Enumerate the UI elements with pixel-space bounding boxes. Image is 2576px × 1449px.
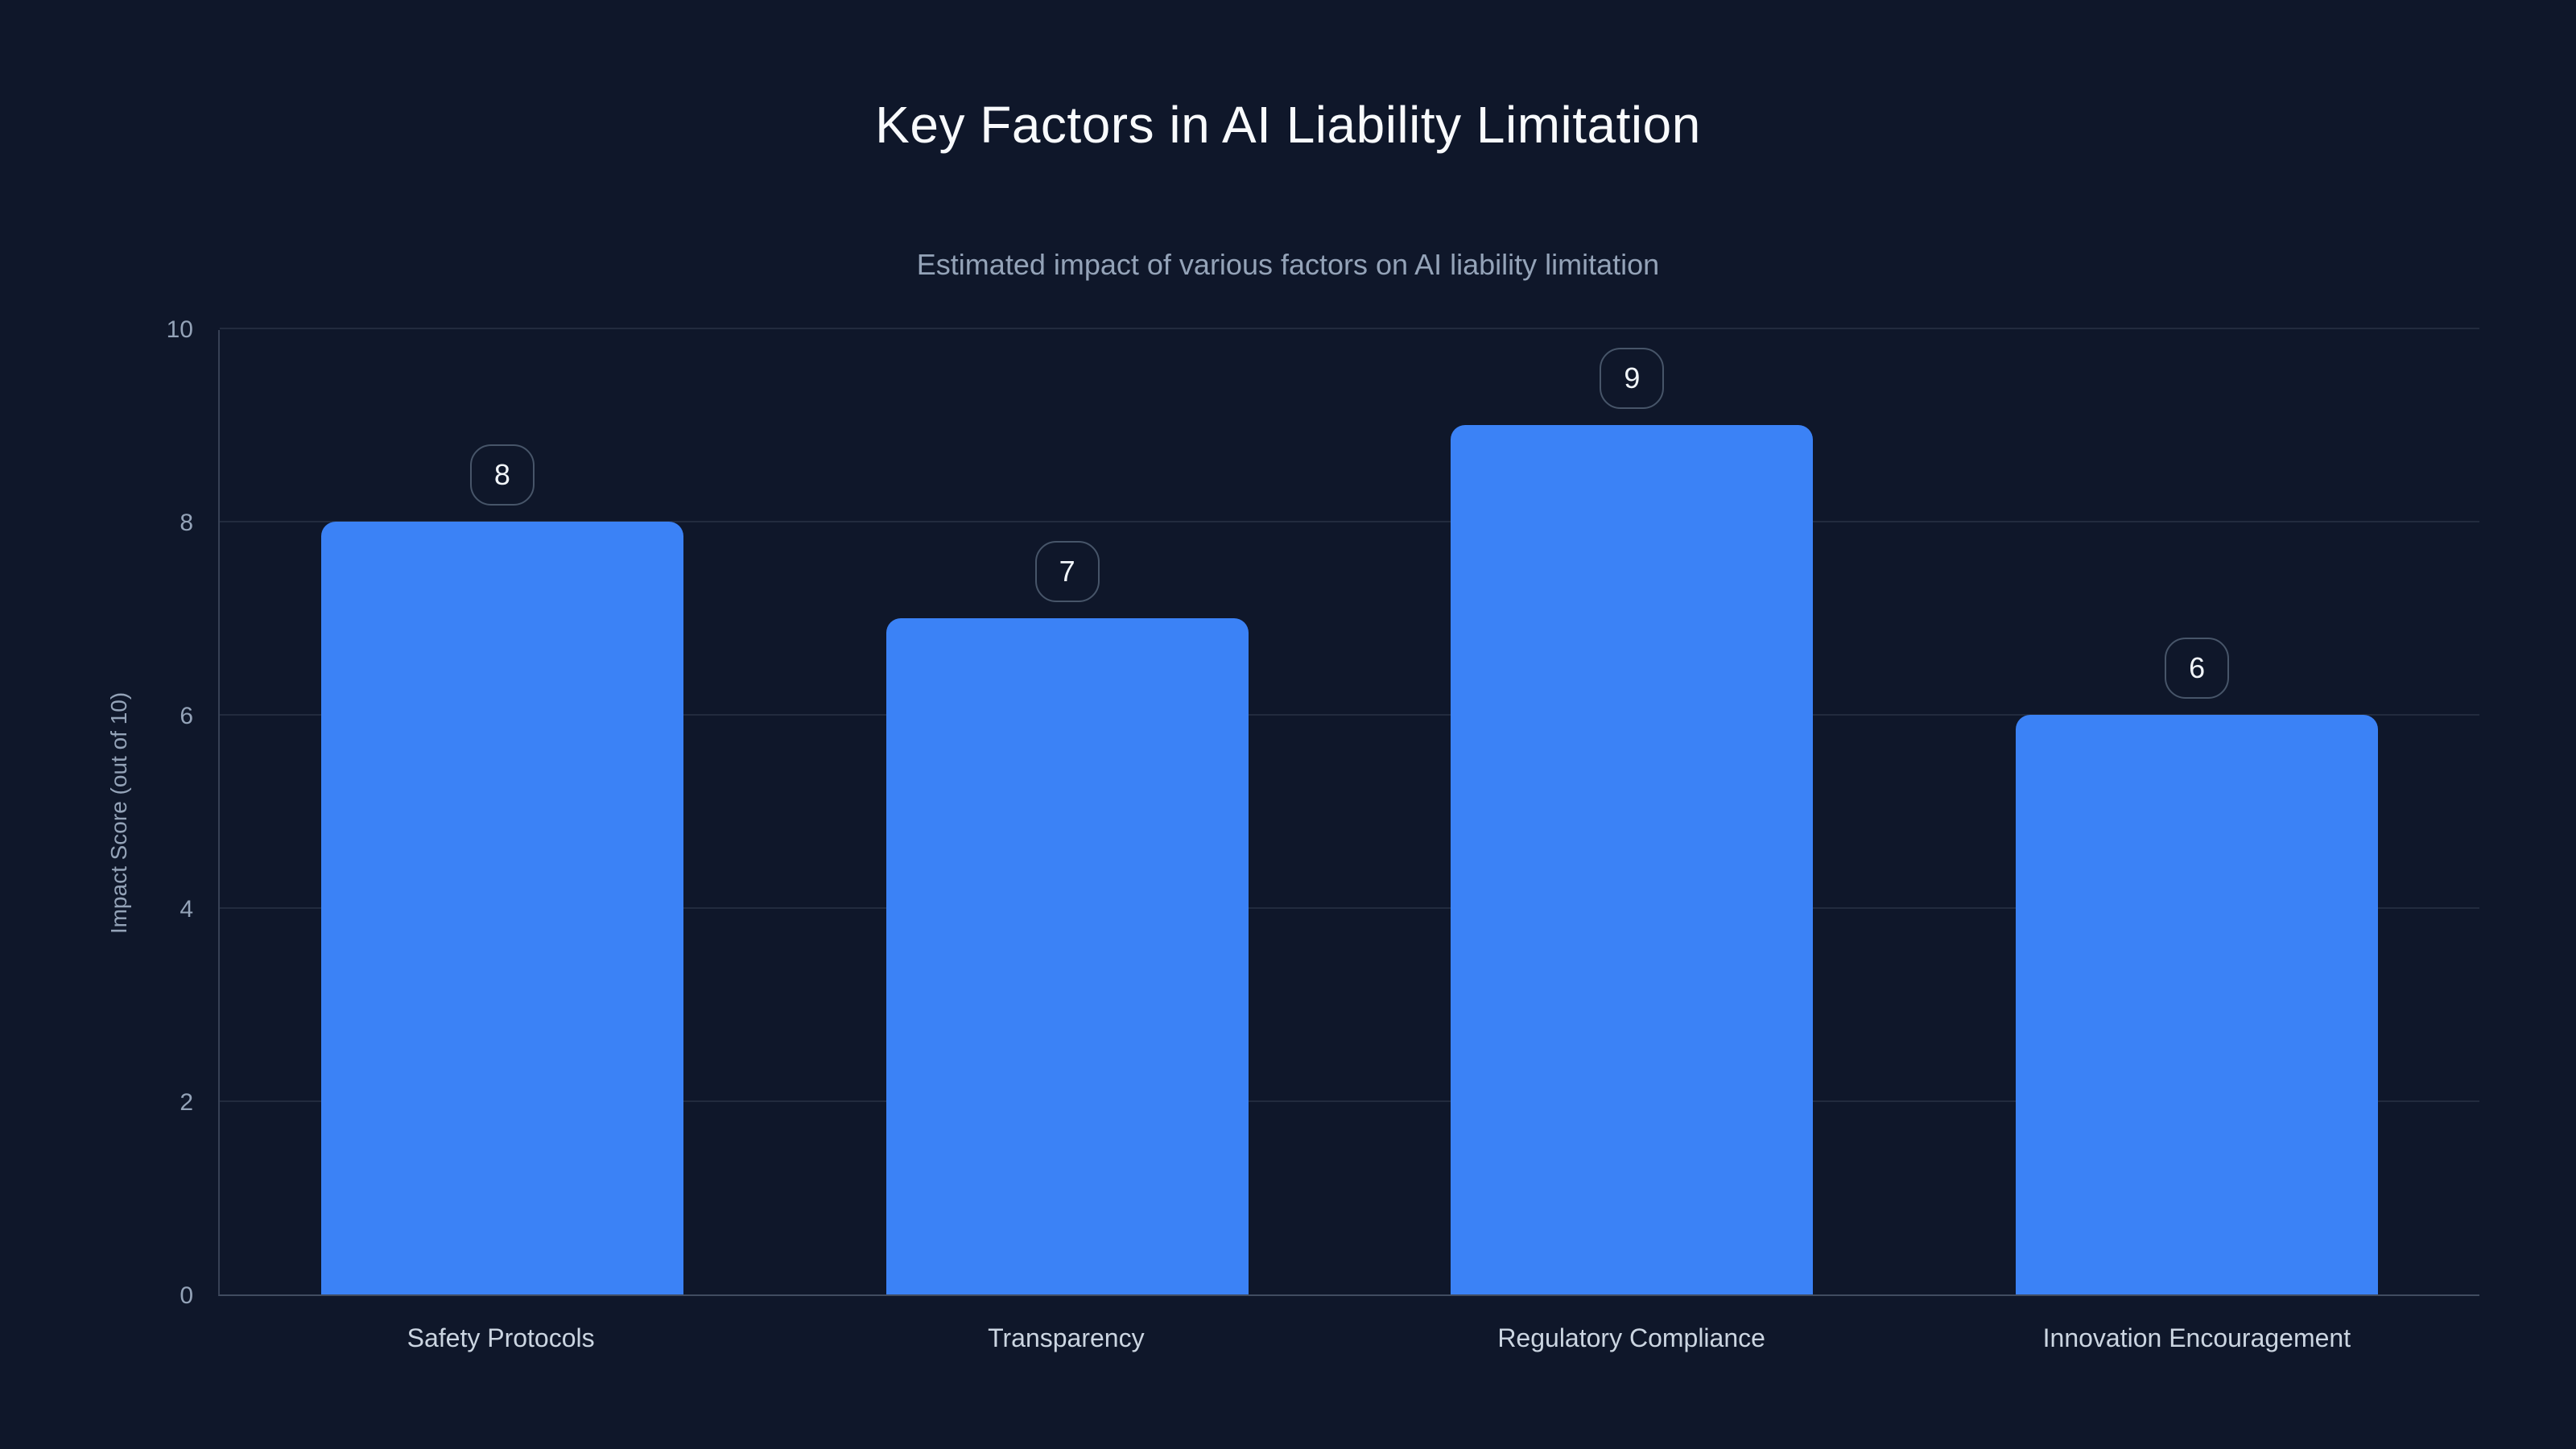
gridline-6 (220, 714, 2479, 716)
bar-innovation-encouragement (2016, 715, 2379, 1294)
category-label-transparency: Transparency (988, 1323, 1145, 1352)
y-tick-label-8: 8 (180, 510, 193, 536)
y-tick-label-10: 10 (166, 316, 193, 343)
bar-slot-safety-protocols: 8 (220, 330, 785, 1294)
bars-container: 8 7 9 6 (220, 330, 2479, 1294)
value-label-safety-protocols: 8 (469, 444, 535, 506)
gridline-4 (220, 907, 2479, 909)
plot-area: 8 7 9 6 (218, 328, 2479, 1296)
value-label-transparency: 7 (1034, 541, 1100, 602)
gridline-10 (220, 328, 2479, 329)
value-label-innovation-encouragement: 6 (2165, 638, 2230, 699)
y-tick-label-2: 2 (180, 1089, 193, 1116)
chart-title: Key Factors in AI Liability Limitation (875, 96, 1701, 154)
y-tick-label-4: 4 (180, 896, 193, 923)
bar-transparency (886, 618, 1249, 1294)
category-label-regulatory-compliance: Regulatory Compliance (1497, 1323, 1765, 1352)
gridline-2 (220, 1100, 2479, 1102)
bar-slot-transparency: 7 (785, 330, 1350, 1294)
gridline-8 (220, 521, 2479, 522)
bar-slot-regulatory-compliance: 9 (1350, 330, 1915, 1294)
x-axis-labels: Safety Protocols Transparency Regulatory C… (218, 1323, 2479, 1353)
chart-subtitle: Estimated impact of various factors on A… (916, 248, 1660, 281)
category-label-innovation-encouragement: Innovation Encouragement (2042, 1323, 2351, 1352)
bar-safety-protocols (320, 522, 683, 1294)
bar-slot-innovation-encouragement: 6 (1914, 330, 2479, 1294)
bar-regulatory-compliance (1451, 425, 1814, 1294)
y-tick-label-0: 0 (180, 1282, 193, 1309)
category-label-safety-protocols: Safety Protocols (407, 1323, 595, 1352)
y-tick-label-6: 6 (180, 703, 193, 729)
value-label-regulatory-compliance: 9 (1600, 348, 1665, 409)
y-axis-title: Impact Score (out of 10) (106, 691, 131, 935)
